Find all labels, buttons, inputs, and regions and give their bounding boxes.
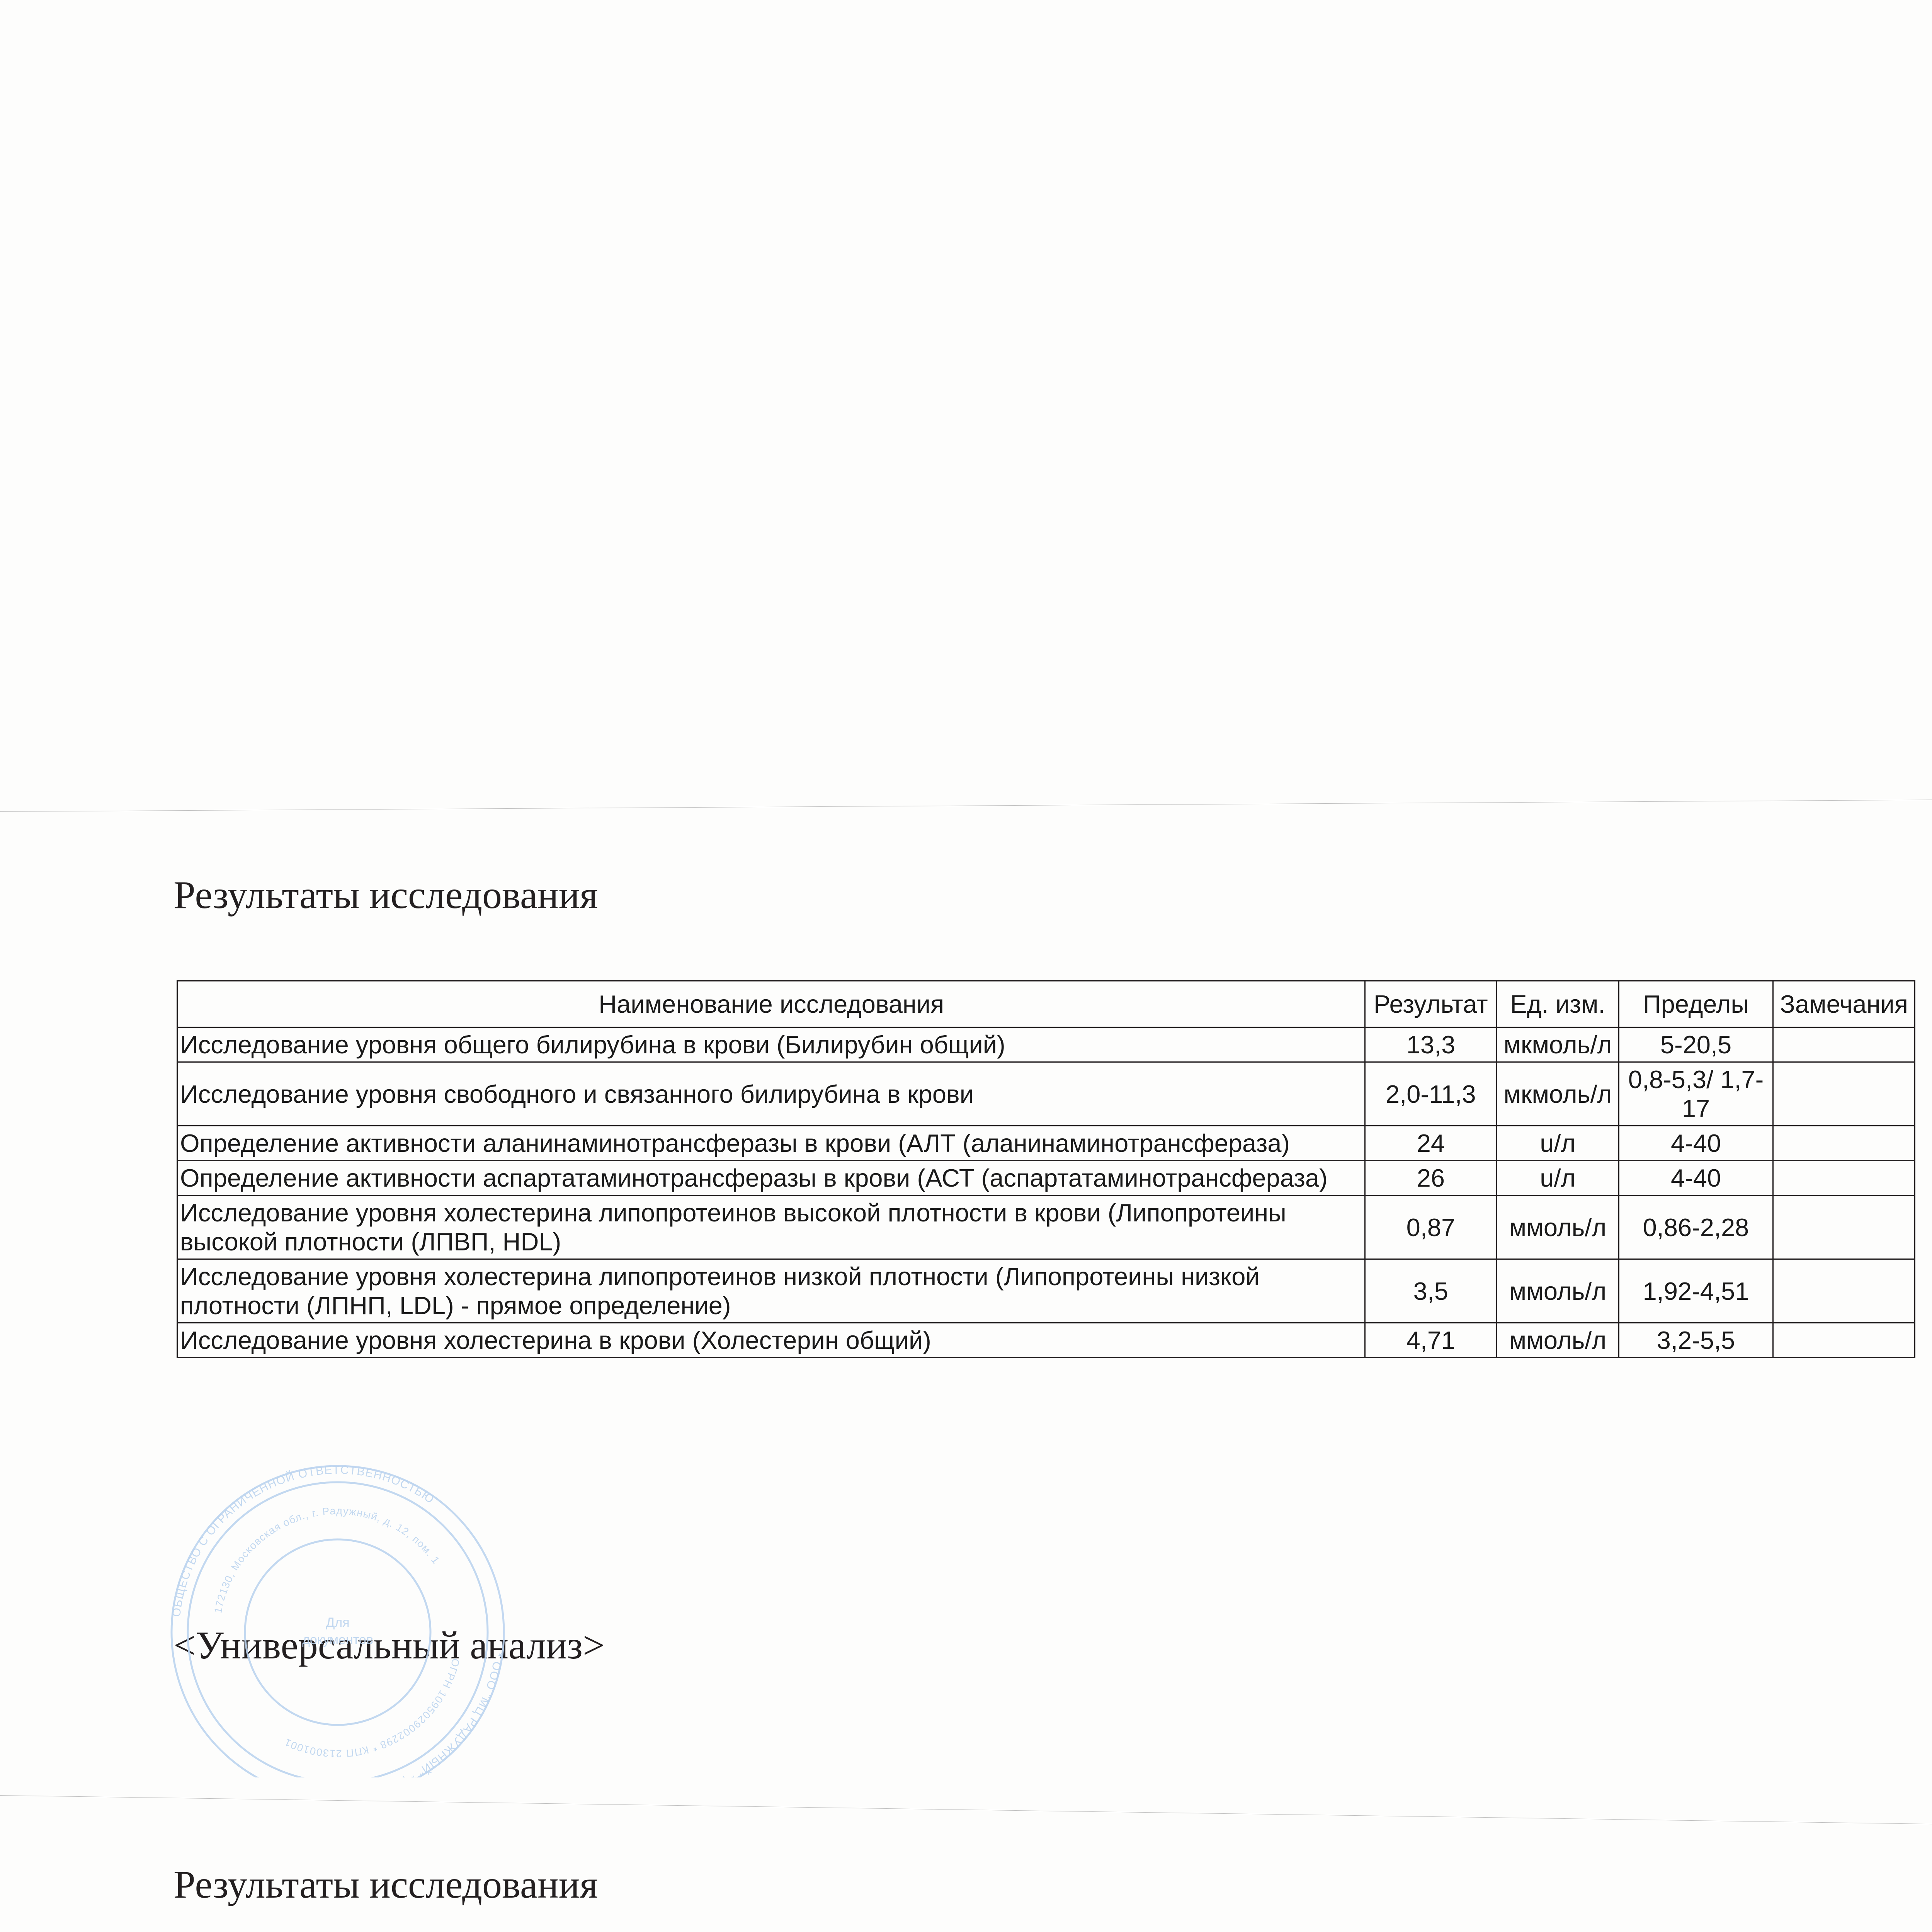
svg-text:ОГРН 1095029002298 * КПП 21300: ОГРН 1095029002298 * КПП 213001001 xyxy=(282,1657,462,1759)
svg-text:документов: документов xyxy=(302,1633,373,1647)
svg-text:172130, Московская обл., г. Ра: 172130, Московская обл., г. Радужный, д.… xyxy=(212,1505,442,1614)
svg-text:Для: Для xyxy=(326,1615,349,1630)
